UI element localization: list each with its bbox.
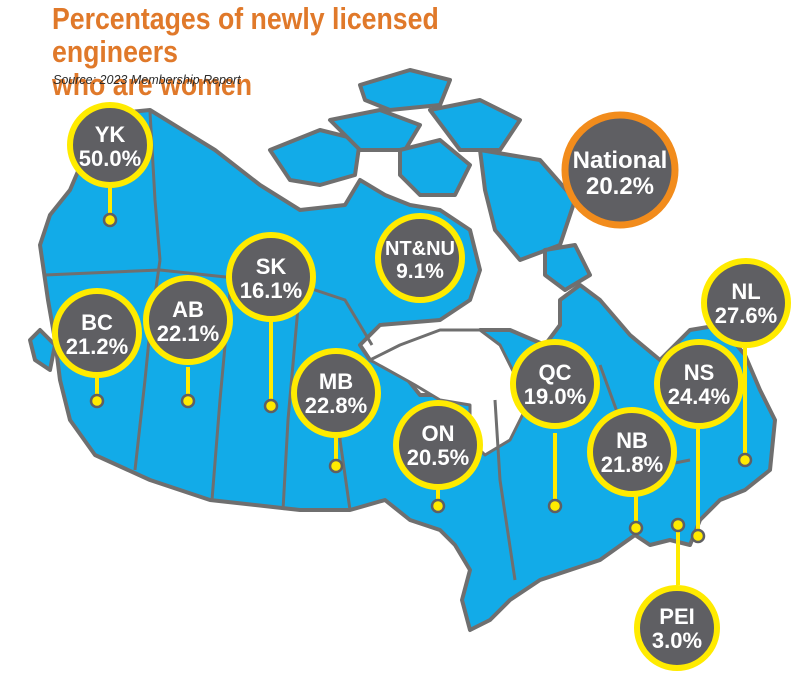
title-line-2: who are women <box>52 67 252 102</box>
dot-bc <box>89 393 105 409</box>
dot-on <box>430 498 446 514</box>
ns-value: 24.4% <box>668 384 730 409</box>
bubble-ab: AB 22.1% <box>143 275 233 365</box>
arctic-island <box>268 128 362 187</box>
bubble-ns: NS 24.4% <box>654 339 744 429</box>
qc-code: QC <box>539 360 572 385</box>
bubble-yk: YK 50.0% <box>67 102 153 188</box>
bubble-mb: MB 22.8% <box>291 348 381 438</box>
arctic-island <box>358 68 452 112</box>
nb-code: NB <box>616 428 648 453</box>
nb-value: 21.8% <box>601 452 663 477</box>
ns-code: NS <box>684 360 715 385</box>
border-sk-mb <box>281 284 302 511</box>
mb-code: MB <box>319 369 353 394</box>
dot-pei <box>670 517 686 533</box>
location-dots <box>89 212 753 544</box>
bc-code: BC <box>81 310 113 335</box>
ntnu-code: NT&NU <box>385 238 455 260</box>
bubble-ntnu: NT&NU 9.1% <box>375 213 465 303</box>
on-code: ON <box>422 421 455 446</box>
dot-yk <box>102 212 118 228</box>
sk-code: SK <box>256 254 287 279</box>
landmass <box>28 68 777 632</box>
mainland-shape <box>38 108 777 632</box>
mb-value: 22.8% <box>305 393 367 418</box>
on-value: 20.5% <box>407 445 469 470</box>
dot-nb <box>628 520 644 536</box>
pei-value: 3.0% <box>652 628 702 653</box>
ab-code: AB <box>172 297 204 322</box>
yk-value: 50.0% <box>79 146 141 171</box>
title-line-1: Percentages of newly licensed engineers <box>52 1 439 69</box>
yk-code: YK <box>95 122 126 147</box>
nl-code: NL <box>731 279 760 304</box>
national-bubble: National 20.2% <box>561 111 679 229</box>
nl-value: 27.6% <box>715 303 777 328</box>
arctic-island <box>328 108 422 152</box>
national-value: 20.2% <box>586 173 654 200</box>
dot-qc <box>547 498 563 514</box>
dot-nl <box>737 452 753 468</box>
dot-ns <box>690 528 706 544</box>
bubble-pei: PEI 3.0% <box>634 585 720 671</box>
connectors <box>95 180 747 585</box>
qc-value: 19.0% <box>524 384 586 409</box>
bubble-qc: QC 19.0% <box>510 339 600 429</box>
border-on-qc <box>493 399 517 581</box>
dot-ab <box>180 393 196 409</box>
bubble-on: ON 20.5% <box>393 400 483 490</box>
sk-value: 16.1% <box>240 278 302 303</box>
vancouver-island <box>28 328 57 372</box>
bubble-bc: BC 21.2% <box>52 288 142 378</box>
arctic-island <box>543 243 592 292</box>
arctic-island <box>478 148 577 262</box>
bubble-nb: NB 21.8% <box>587 407 677 497</box>
national-label: National <box>573 147 668 174</box>
ntnu-value: 9.1% <box>396 260 444 283</box>
ab-value: 22.1% <box>157 321 219 346</box>
bubble-nl: NL 27.6% <box>701 258 791 348</box>
arctic-island <box>428 98 522 152</box>
map-title: Percentages of newly licensed engineers … <box>52 2 568 101</box>
pei-code: PEI <box>659 604 694 629</box>
dot-sk <box>263 398 279 414</box>
bubble-sk: SK 16.1% <box>226 232 316 322</box>
bc-value: 21.2% <box>66 334 128 359</box>
arctic-island <box>398 138 472 197</box>
source-note: Source: 2023 Membership Report <box>53 73 241 87</box>
dot-mb <box>328 458 344 474</box>
